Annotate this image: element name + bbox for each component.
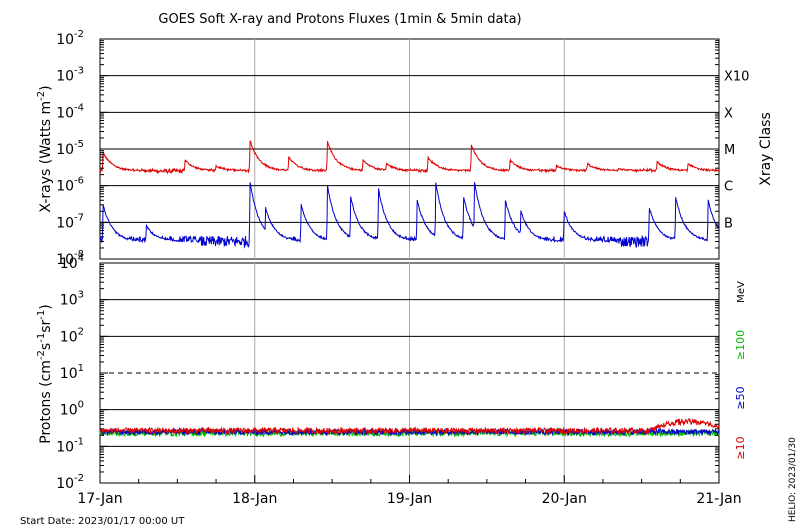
y-tick-label: 104 [60,253,84,272]
x-tick-label: 17-Jan [77,491,122,507]
y-tick-label: 10-7 [56,212,84,231]
protons-y-axis-label: Protons (cm-2s-1sr-1) [36,304,54,443]
y-tick-label: 10-2 [56,473,84,492]
y-tick-label: 10-8 [56,249,84,268]
proton-series-line [99,417,720,436]
y-tick-label: 102 [60,326,84,345]
y-tick-label: 10-2 [56,29,84,48]
xray-y-axis-label: X-rays (Watts m-2) [36,85,54,212]
x-tick-label: 18-Jan [232,491,277,507]
y-tick-label: 10-6 [56,176,84,195]
y-tick-label: 103 [60,290,84,309]
xray-series-line [99,182,720,249]
energy-label: ≥50 [734,386,747,409]
x-tick-label: 21-Jan [696,491,741,507]
xray-class-axis-label: Xray Class [758,112,774,186]
xray-class-label: M [724,143,735,158]
y-tick-label: 10-3 [56,66,84,85]
energy-unit-label: MeV [736,281,747,303]
x-tick-label: 20-Jan [542,491,587,507]
y-tick-label: 10-4 [56,102,84,121]
xray-class-label: X [724,106,733,121]
credit-label: HELIO: 2023/01/30 [788,437,798,522]
y-tick-label: 10-1 [56,436,84,455]
energy-label: ≥100 [734,330,747,360]
xray-class-label: B [724,216,733,231]
chart-title: GOES Soft X-ray and Protons Fluxes (1min… [158,12,521,27]
energy-label: ≥10 [734,436,747,459]
x-tick-label: 19-Jan [387,491,432,507]
y-tick-label: 100 [60,400,84,419]
xray-panel: 10-2 10-3 10-4 10-5 10-6 10-7 10-8 X10 X M C B X-r… [36,29,774,268]
xray-class-label: C [724,180,733,195]
y-tick-label: 10-5 [56,139,84,158]
y-tick-label: 101 [60,363,84,382]
xray-series-line [99,140,720,175]
protons-panel: 104 103 102 101 100 10-1 10-2 Protons (cm-2s-1… [36,253,747,492]
xray-class-label: X10 [724,70,749,85]
start-date-footer: Start Date: 2023/01/17 00:00 UT [20,516,185,527]
